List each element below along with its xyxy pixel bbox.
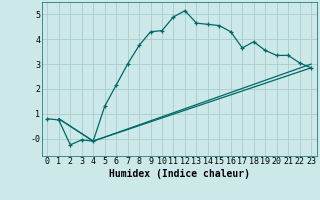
X-axis label: Humidex (Indice chaleur): Humidex (Indice chaleur)	[109, 169, 250, 179]
